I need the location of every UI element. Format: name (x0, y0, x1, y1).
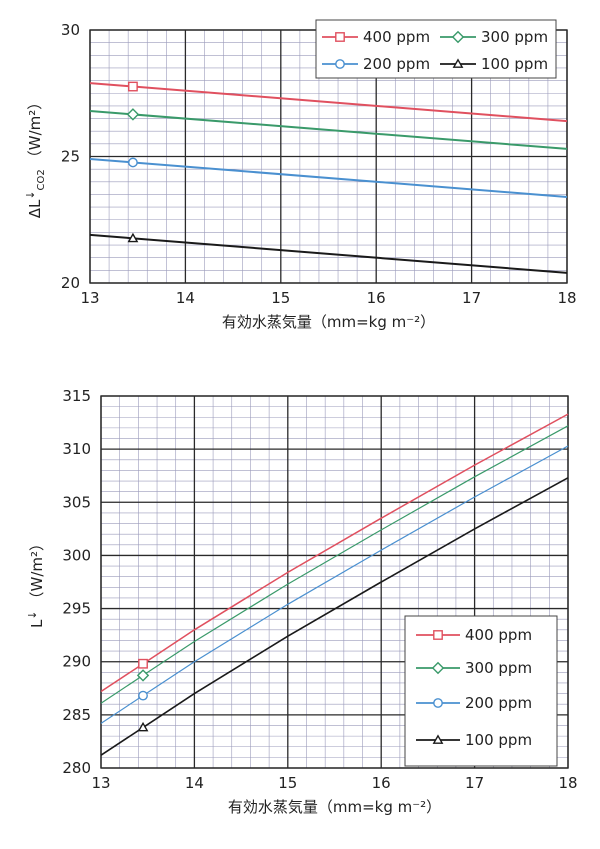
y-axis-label: ΔL↓CO2 （W/m²） (24, 95, 47, 219)
y-axis-label-sub: CO2 (36, 169, 47, 190)
y-tick-label: 315 (62, 387, 91, 405)
x-tick-label: 18 (558, 774, 577, 792)
legend-item: 200 ppm (322, 55, 430, 73)
series-marker (136, 669, 150, 682)
series-400-ppm (100, 413, 569, 693)
series-marker (127, 232, 139, 243)
y-axis-label-unit: （W/m²） (26, 95, 44, 166)
series-line (100, 477, 569, 756)
x-tick-label: 17 (462, 289, 481, 307)
x-tick-label: 14 (176, 289, 195, 307)
x-axis-label: 有効水蒸気量（mm=kg m⁻²） (228, 798, 441, 816)
legend-label: 300 ppm (465, 659, 532, 677)
legend-item: 300 ppm (416, 659, 532, 677)
legend-item: 300 ppm (440, 28, 548, 46)
series-200-ppm (100, 445, 569, 724)
series-100-ppm (100, 477, 569, 756)
legend-swatch-marker (335, 32, 345, 42)
legend-label: 200 ppm (465, 694, 532, 712)
legend-swatch-marker (432, 734, 444, 744)
series-marker (128, 81, 138, 92)
y-tick-label: 310 (62, 440, 91, 458)
series-200-ppm (89, 157, 568, 198)
x-axis-label: 有効水蒸気量（mm=kg m⁻²） (222, 313, 435, 331)
legend-label: 400 ppm (363, 28, 430, 46)
legend-label: 100 ppm (465, 731, 532, 749)
x-tick-label: 13 (80, 289, 99, 307)
x-tick-label: 16 (372, 774, 391, 792)
y-axis-label-sup: ↓ (26, 610, 39, 619)
series-line (100, 425, 569, 704)
y-tick-label: 30 (61, 21, 80, 39)
y-tick-label: 280 (62, 759, 91, 777)
y-tick-label: 300 (62, 546, 91, 564)
y-axis-label-unit: （W/m²） (28, 536, 46, 607)
legend-swatch-marker (335, 59, 345, 69)
x-tick-label: 13 (91, 774, 110, 792)
series-marker (138, 658, 148, 669)
y-tick-label: 290 (62, 653, 91, 671)
series-300-ppm (89, 108, 568, 150)
series-line (100, 445, 569, 724)
y-tick-label: 295 (62, 600, 91, 618)
y-axis-label-main: L (28, 619, 46, 628)
x-tick-label: 17 (465, 774, 484, 792)
legend-box (404, 615, 558, 767)
legend: 400 ppm 300 ppm 200 ppm 100 ppm (404, 615, 558, 767)
series-line (89, 82, 568, 123)
legend-swatch-marker (433, 630, 443, 640)
series-100-ppm (89, 232, 568, 274)
legend-label: 200 ppm (363, 55, 430, 73)
series-marker (128, 157, 138, 168)
legend-label: 300 ppm (481, 28, 548, 46)
series-400-ppm (89, 81, 568, 123)
legend-swatch-marker (433, 698, 443, 708)
legend-item: 100 ppm (416, 731, 532, 749)
y-tick-label: 25 (61, 148, 80, 166)
plot-frame (100, 395, 569, 769)
series-line (89, 158, 568, 198)
y-axis-label-sup: ↓ (24, 190, 37, 199)
x-tick-label: 16 (367, 289, 386, 307)
y-axis-label-main: ΔL (26, 199, 44, 218)
series-line (89, 233, 568, 274)
legend-item: 100 ppm (440, 55, 548, 73)
legend-label: 100 ppm (481, 55, 548, 73)
x-tick-label: 18 (557, 289, 576, 307)
legend-swatch-marker (451, 30, 465, 44)
series-marker (138, 690, 148, 701)
x-tick-label: 15 (278, 774, 297, 792)
legend-swatch-marker (431, 661, 445, 675)
legend: 400 ppm 300 ppm 200 ppm 100 ppm (315, 19, 557, 79)
chart-delta-l-co2: 13 14 15 16 17 18 20 25 30 有効水蒸気量（mm=kg m⁻²） ΔL↓CO… (24, 19, 577, 331)
y-tick-label: 285 (62, 706, 91, 724)
y-tick-label: 20 (61, 274, 80, 292)
series-300-ppm (100, 425, 569, 704)
x-tick-label: 14 (185, 774, 204, 792)
chart-l-down: 13 14 15 16 17 18 280 285 290 295 300 305 310 315 有効水蒸… (26, 387, 578, 816)
legend-item: 400 ppm (322, 28, 430, 46)
legend-swatch-marker (452, 58, 464, 68)
legend-item: 200 ppm (416, 694, 532, 712)
x-tick-label: 15 (271, 289, 290, 307)
series-marker (126, 108, 140, 121)
legend-label: 400 ppm (465, 626, 532, 644)
series-marker (137, 721, 149, 732)
y-axis-label: L↓ （W/m²） (26, 536, 46, 628)
legend-box (315, 19, 557, 79)
series-line (89, 110, 568, 150)
y-tick-label: 305 (62, 493, 91, 511)
legend-item: 400 ppm (416, 626, 532, 644)
